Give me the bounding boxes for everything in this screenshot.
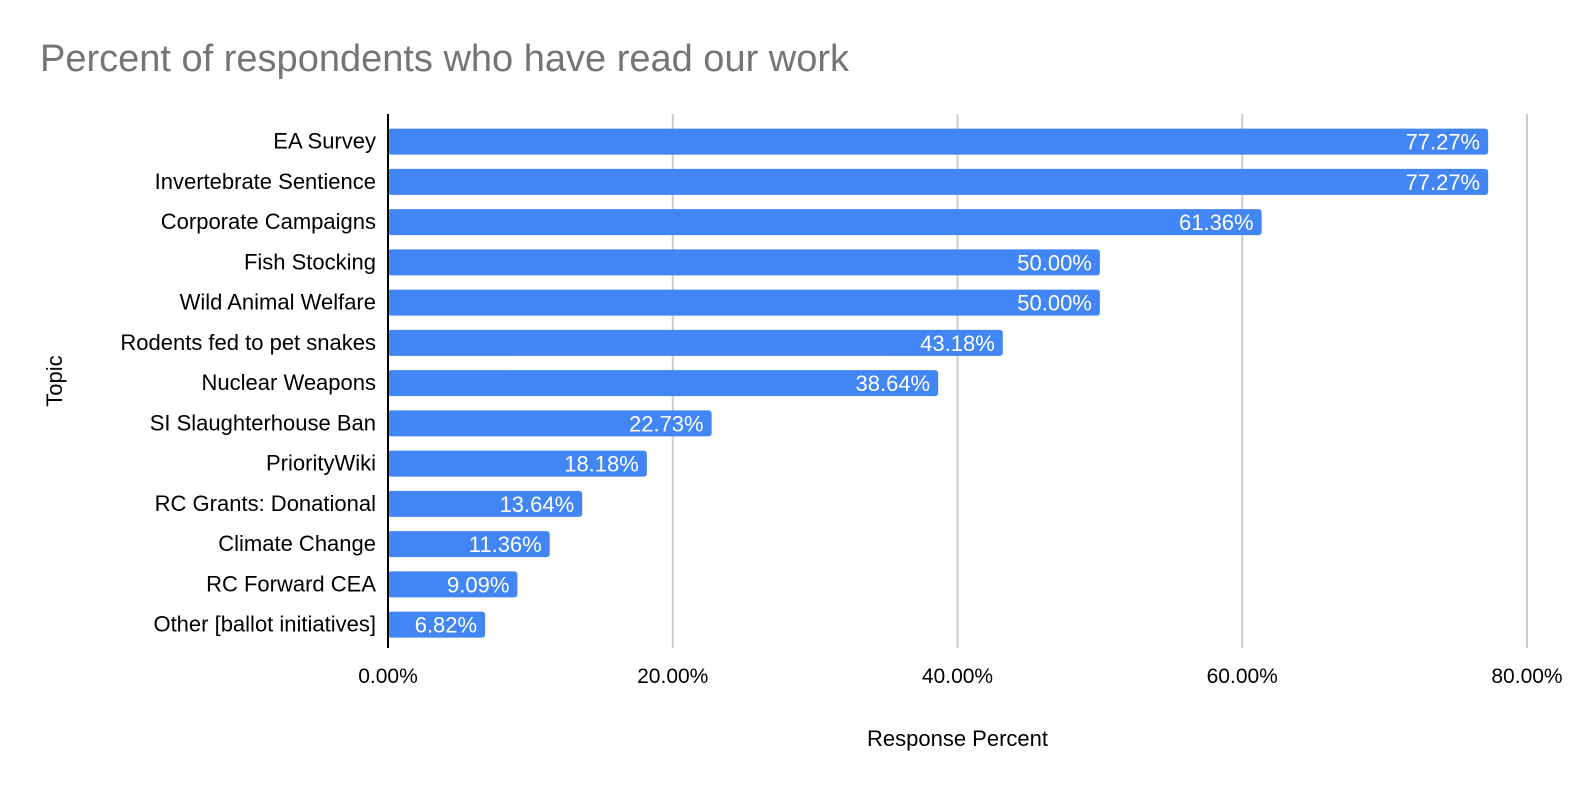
chart-title: Percent of respondents who have read our… xyxy=(40,38,850,80)
bar xyxy=(388,249,1100,276)
data-label: 77.27% xyxy=(1406,130,1481,155)
y-tick-label: Nuclear Weapons xyxy=(202,370,376,395)
data-label: 61.36% xyxy=(1179,210,1254,235)
y-tick-label: Corporate Campaigns xyxy=(161,209,376,234)
y-tick-label: Other [ballot initiatives] xyxy=(153,612,376,637)
bar xyxy=(388,209,1262,236)
x-tick-labels: 0.00% 20.00% 40.00% 60.00% 80.00% xyxy=(358,665,1562,688)
data-label: 22.73% xyxy=(629,411,704,436)
bar xyxy=(388,289,1100,316)
bar xyxy=(388,128,1489,155)
bar xyxy=(388,531,550,558)
y-tick-label: Fish Stocking xyxy=(244,249,376,274)
data-label: 50.00% xyxy=(1017,291,1092,316)
y-tick-label: SI Slaughterhouse Ban xyxy=(150,410,376,435)
y-tick-label: RC Forward CEA xyxy=(206,571,376,596)
data-label: 18.18% xyxy=(564,452,639,477)
y-tick-label: RC Grants: Donational xyxy=(155,491,376,516)
y-tick-label: PriorityWiki xyxy=(266,451,376,476)
y-tick-label: Climate Change xyxy=(218,531,376,556)
bars xyxy=(388,128,1489,638)
x-tick-label: 60.00% xyxy=(1207,665,1278,688)
y-tick-label: Invertebrate Sentience xyxy=(155,169,376,194)
x-tick-label: 80.00% xyxy=(1491,665,1562,688)
data-label: 50.00% xyxy=(1017,250,1092,275)
data-labels: 77.27% 77.27% 61.36% 50.00% 50.00% 43.18% 38.6… xyxy=(415,130,1480,638)
data-label: 77.27% xyxy=(1406,170,1481,195)
bar xyxy=(388,490,583,517)
x-axis-title: Response Percent xyxy=(867,726,1048,751)
bar xyxy=(388,329,1003,356)
bar xyxy=(388,611,486,638)
data-label: 9.09% xyxy=(447,572,509,597)
bar xyxy=(388,571,518,598)
y-axis-title: Topic xyxy=(42,355,67,406)
bar xyxy=(388,168,1489,195)
bar xyxy=(388,370,939,397)
data-label: 11.36% xyxy=(469,532,542,557)
data-label: 38.64% xyxy=(856,371,931,396)
x-tick-label: 0.00% xyxy=(358,665,418,688)
bar xyxy=(388,450,647,477)
y-tick-label: Rodents fed to pet snakes xyxy=(120,330,376,355)
bar xyxy=(388,410,712,437)
y-tick-label: EA Survey xyxy=(273,129,376,154)
data-label: 6.82% xyxy=(415,613,477,638)
x-tick-label: 40.00% xyxy=(922,665,993,688)
data-label: 43.18% xyxy=(920,331,995,356)
x-tick-label: 20.00% xyxy=(637,665,708,688)
y-tick-labels: EA Survey Invertebrate Sentience Corporate… xyxy=(120,129,376,637)
data-label: 13.64% xyxy=(500,492,575,517)
y-tick-label: Wild Animal Welfare xyxy=(180,290,376,315)
